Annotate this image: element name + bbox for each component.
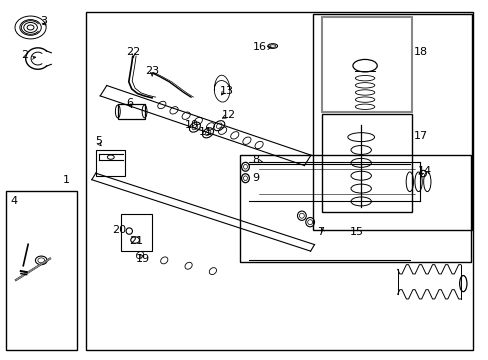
Text: 4: 4 (10, 197, 17, 206)
Text: 1: 1 (62, 175, 69, 185)
Text: 16: 16 (252, 42, 266, 52)
Text: 17: 17 (413, 131, 427, 141)
Text: 13: 13 (219, 86, 233, 96)
Text: 10: 10 (184, 120, 199, 130)
Text: 20: 20 (112, 225, 125, 235)
Bar (96, 150, 125, 176)
Bar (322, 114, 411, 212)
Text: 14: 14 (416, 166, 430, 176)
Text: 11: 11 (198, 127, 212, 137)
Bar (239, 155, 469, 262)
Text: 2: 2 (21, 50, 28, 60)
Text: 23: 23 (145, 66, 159, 76)
Text: 6: 6 (126, 98, 133, 108)
Text: 8: 8 (251, 156, 259, 165)
Text: 12: 12 (222, 110, 236, 120)
Text: 7: 7 (317, 227, 324, 237)
Text: 19: 19 (135, 254, 149, 264)
Bar (86, 12, 472, 350)
Bar (312, 14, 471, 230)
Text: 9: 9 (251, 173, 259, 183)
Text: 5: 5 (95, 136, 102, 146)
Text: 22: 22 (126, 47, 141, 57)
Bar (322, 18, 411, 112)
Text: 18: 18 (413, 47, 427, 57)
Text: 21: 21 (129, 237, 143, 247)
Text: 3: 3 (41, 16, 47, 26)
Bar (6, 191, 77, 350)
Bar (118, 104, 144, 118)
Text: 15: 15 (348, 227, 363, 237)
Bar (120, 214, 152, 251)
